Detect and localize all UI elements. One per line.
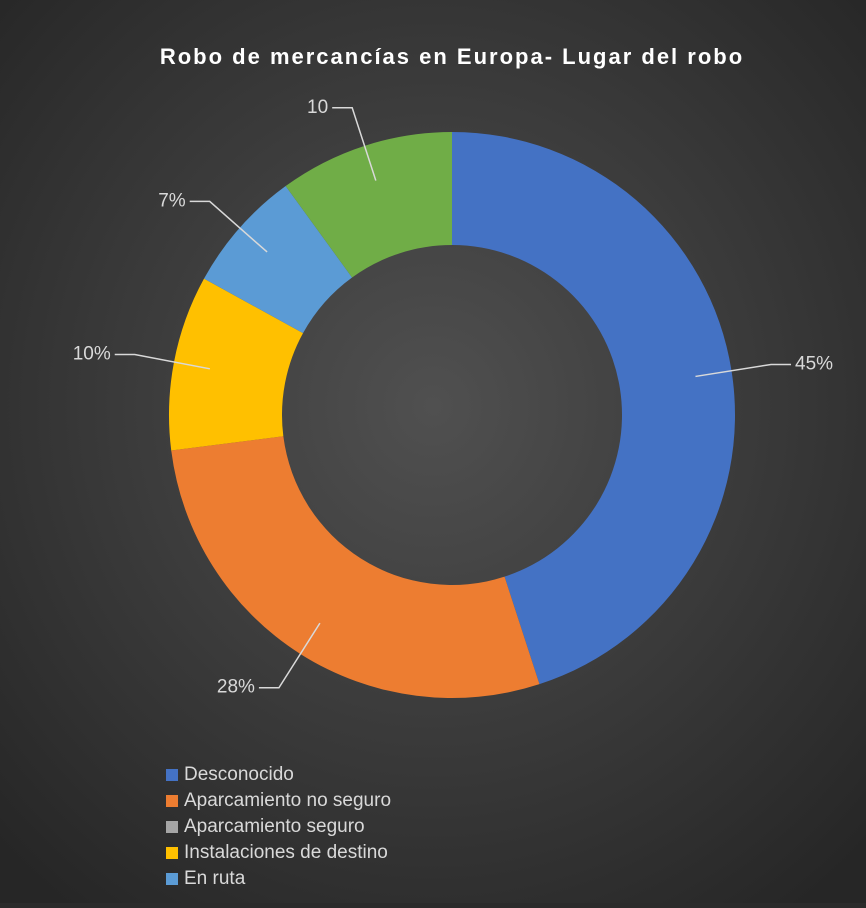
donut-slice xyxy=(285,132,452,278)
legend-label: Desconocido xyxy=(184,764,294,785)
data-label: 28% xyxy=(217,677,255,698)
chart-title: Robo de mercancías en Europa- Lugar del … xyxy=(160,44,744,69)
legend-label: Aparcamiento seguro xyxy=(184,816,365,837)
legend-swatch xyxy=(166,821,178,833)
leader-line xyxy=(332,107,377,181)
leader-line xyxy=(258,622,321,689)
donut-slice xyxy=(168,278,304,451)
leader-line xyxy=(114,353,211,370)
legend-label: Aparcamiento no seguro xyxy=(184,790,391,811)
donut-slice xyxy=(452,132,735,685)
legend-label: En ruta xyxy=(184,868,246,889)
donut-slice xyxy=(171,436,540,698)
legend-swatch xyxy=(166,873,178,885)
leader-line xyxy=(189,200,268,253)
data-label: 10% xyxy=(73,343,111,364)
legend-swatch xyxy=(166,769,178,781)
legend-swatch xyxy=(166,847,178,859)
data-label: 10 xyxy=(307,97,328,118)
legend-swatch xyxy=(166,795,178,807)
donut-slice xyxy=(204,186,353,334)
data-label: 7% xyxy=(158,190,186,211)
leader-line xyxy=(695,363,792,378)
legend-label: Instalaciones de destino xyxy=(184,842,388,863)
data-label: 45% xyxy=(795,353,833,374)
